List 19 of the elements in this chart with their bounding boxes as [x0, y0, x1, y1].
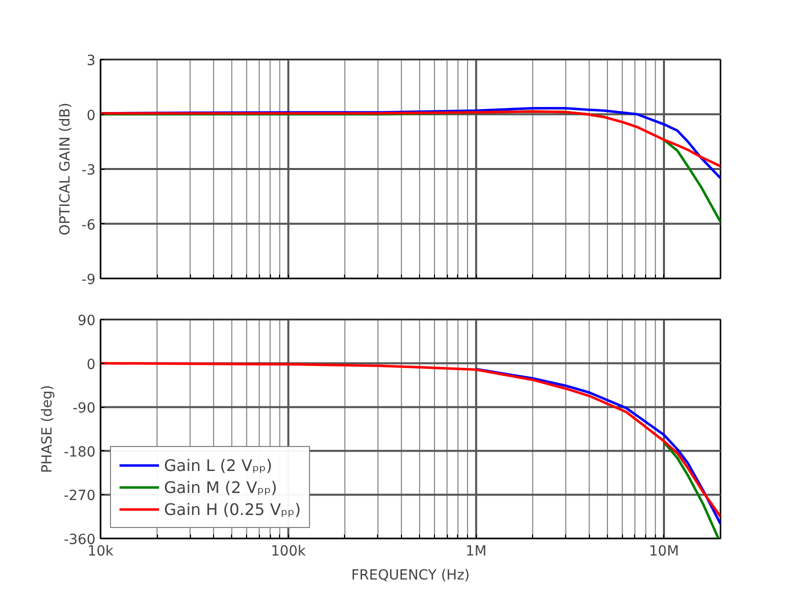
legend-label: Gain M (2 Vₚₚ): [164, 478, 278, 496]
y-tick-label: 0: [86, 356, 96, 373]
y-tick-label: -3: [82, 162, 96, 178]
y-tick-label: -180: [64, 444, 96, 460]
x-tick-label: 1M: [466, 544, 487, 560]
y-tick-label: -90: [72, 400, 96, 417]
x-axis-title: FREQUENCY (Hz): [351, 568, 470, 584]
y-tick-label: -9: [82, 272, 96, 288]
x-tick-label: 10M: [649, 544, 679, 560]
legend-label: Gain H (0.25 Vₚₚ): [164, 500, 301, 518]
y-axis-title: OPTICAL GAIN (dB): [58, 102, 74, 236]
y-axis-title: PHASE (deg): [40, 384, 56, 474]
x-tick-label: 100k: [270, 544, 307, 560]
legend-label: Gain L (2 Vₚₚ): [164, 456, 272, 474]
y-tick-label: 0: [86, 108, 96, 124]
y-tick-label: 3: [86, 53, 96, 69]
y-tick-label: 90: [78, 313, 96, 329]
y-tick-label: -6: [82, 217, 96, 234]
y-tick-label: -270: [64, 488, 96, 504]
